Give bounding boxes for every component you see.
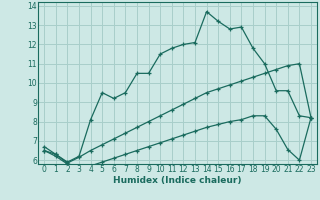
X-axis label: Humidex (Indice chaleur): Humidex (Indice chaleur) (113, 176, 242, 185)
